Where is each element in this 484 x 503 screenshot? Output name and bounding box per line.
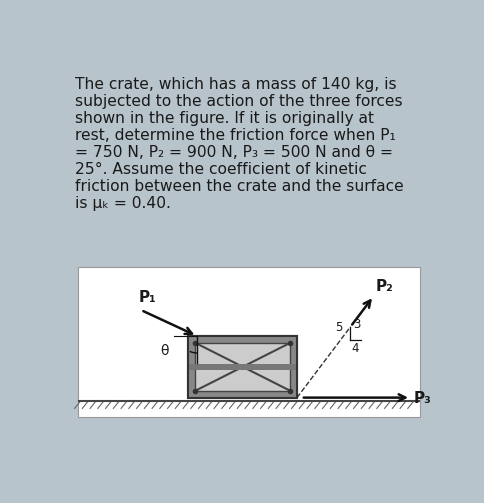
Bar (188, 336, 296, 397)
Text: θ: θ (160, 345, 169, 359)
Bar (289, 336, 296, 397)
Bar (77, 267, 419, 417)
Text: 4: 4 (351, 342, 359, 355)
Bar (188, 391, 296, 397)
Text: P₂: P₂ (375, 279, 393, 294)
Text: subjected to the action of the three forces: subjected to the action of the three for… (75, 94, 401, 109)
Text: P₁: P₁ (138, 290, 156, 305)
Text: shown in the figure. If it is originally at: shown in the figure. If it is originally… (75, 111, 373, 126)
Bar (188, 364, 296, 370)
Bar (188, 336, 296, 343)
Bar (188, 336, 296, 397)
Text: rest, determine the friction force when P₁: rest, determine the friction force when … (75, 128, 394, 143)
Text: is μₖ = 0.40.: is μₖ = 0.40. (75, 196, 170, 211)
Text: = 750 N, P₂ = 900 N, P₃ = 500 N and θ =: = 750 N, P₂ = 900 N, P₃ = 500 N and θ = (75, 145, 392, 160)
Bar (195, 343, 289, 391)
Text: 25°. Assume the coefficient of kinetic: 25°. Assume the coefficient of kinetic (75, 162, 366, 177)
Text: P₃: P₃ (413, 391, 431, 406)
Text: 5: 5 (334, 321, 342, 334)
Text: The crate, which has a mass of 140 kg, is: The crate, which has a mass of 140 kg, i… (75, 77, 395, 92)
Text: friction between the crate and the surface: friction between the crate and the surfa… (75, 179, 403, 194)
Bar (188, 336, 195, 397)
Text: 3: 3 (352, 318, 360, 331)
